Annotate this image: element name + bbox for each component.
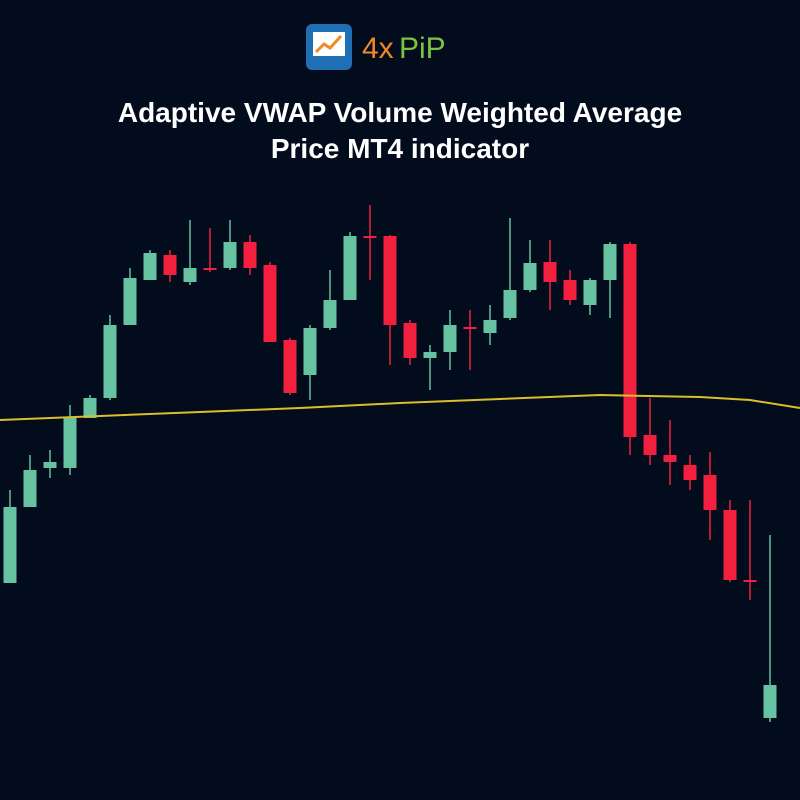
candle-body — [343, 236, 357, 300]
candle-body — [3, 507, 17, 583]
candle-body — [323, 300, 337, 328]
logo: 4x PiP — [306, 24, 446, 70]
candle-body — [243, 242, 257, 268]
candle-body — [203, 268, 217, 270]
candle-body — [103, 325, 117, 398]
candle-body — [403, 323, 417, 358]
logo-text: 4x — [362, 32, 394, 65]
candle-body — [363, 236, 377, 238]
candle-body — [523, 263, 537, 290]
candle-body — [123, 278, 137, 325]
candle-body — [563, 280, 577, 300]
chart-title: Adaptive VWAP Volume Weighted Average Pri… — [118, 97, 682, 164]
candle-body — [423, 352, 437, 358]
candle-body — [603, 244, 617, 280]
candle-body — [63, 418, 77, 468]
candle-body — [483, 320, 497, 333]
candle-body — [443, 325, 457, 352]
candle-body — [643, 435, 657, 455]
candle-body — [183, 268, 197, 282]
candle-body — [623, 244, 637, 437]
candle-body — [263, 265, 277, 342]
candle-body — [143, 253, 157, 280]
candle-body — [683, 465, 697, 480]
candle-body — [703, 475, 717, 510]
candle-body — [663, 455, 677, 462]
candle-body — [723, 510, 737, 580]
candle-body — [83, 398, 97, 418]
vwap-line — [0, 393, 800, 421]
candle-body — [283, 340, 297, 393]
logo-text: PiP — [399, 32, 446, 65]
candle-body — [223, 242, 237, 268]
candle-body — [543, 262, 557, 282]
candle-body — [743, 580, 757, 582]
candle-body — [763, 685, 777, 718]
candle-body — [303, 328, 317, 375]
candle-body — [383, 236, 397, 325]
logo-arrow — [314, 34, 343, 54]
candle-body — [163, 255, 177, 275]
candle-body — [503, 290, 517, 318]
candle-body — [43, 462, 57, 468]
candle-body — [23, 470, 37, 507]
candle-body — [583, 280, 597, 305]
candle-body — [463, 327, 477, 329]
